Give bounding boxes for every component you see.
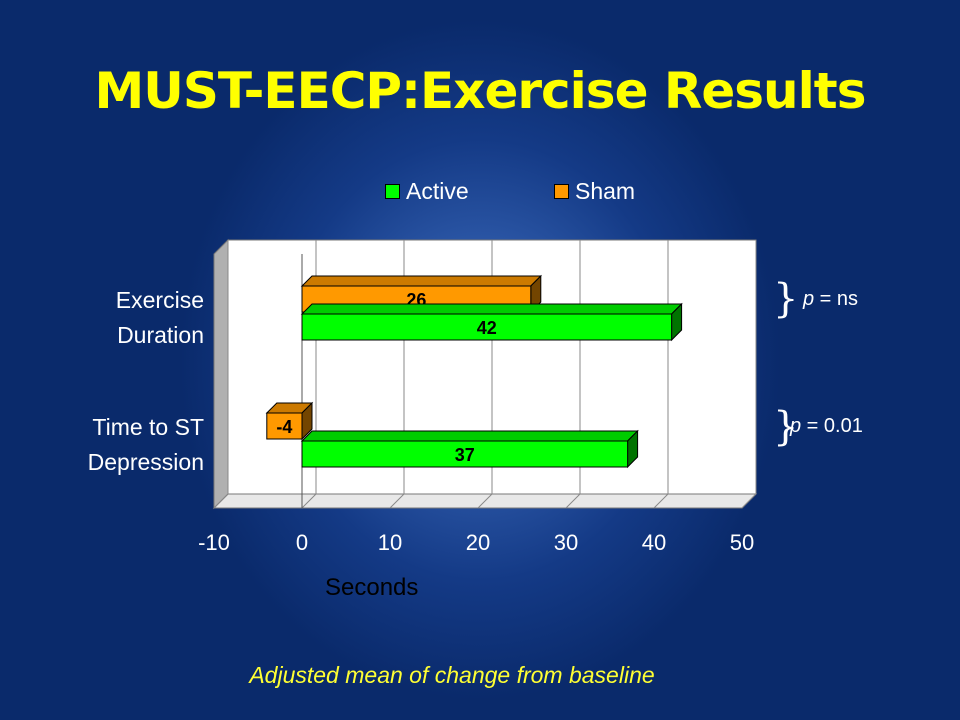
category-label-line: Depression: [87, 449, 204, 475]
p-symbol: p: [790, 415, 802, 437]
category-label-line: Exercise: [115, 287, 204, 313]
x-axis-title: Seconds: [325, 574, 419, 601]
legend-swatch-active: [385, 183, 400, 199]
bar-sham: [266, 412, 303, 440]
p-value-text: = 0.01: [801, 415, 863, 437]
gridline-floor: [653, 493, 669, 509]
bar-top-face: [300, 275, 543, 287]
gridline-floor: [301, 493, 317, 509]
bar-data-label: 37: [455, 445, 475, 465]
p-value-exercise-duration: p = ns: [803, 288, 858, 311]
brace-icon: }: [773, 276, 799, 322]
gridline-floor: [477, 493, 493, 509]
legend-item-active: Active: [385, 178, 469, 204]
category-label-exercise-duration: Exercise Duration: [116, 283, 204, 353]
gridline-floor: [741, 493, 757, 509]
gridline-floor: [213, 493, 229, 509]
x-tick-label: 30: [554, 530, 578, 555]
bar-top-face: [300, 430, 639, 442]
x-tick-label: 20: [466, 530, 490, 555]
brace-icon: }: [773, 404, 799, 450]
gridline-floor: [389, 493, 405, 509]
p-value-text: = ns: [814, 288, 859, 310]
category-label-time-to-st: Time to ST Depression: [88, 410, 204, 480]
legend-label-active: Active: [406, 177, 469, 204]
legend-item-sham: Sham: [554, 178, 635, 204]
legend-swatch-sham: [554, 183, 569, 199]
bar-data-label: 42: [477, 318, 497, 338]
x-tick-label: 40: [642, 530, 666, 555]
bar-active: [301, 440, 629, 468]
footnote: Adjusted mean of change from baseline: [249, 662, 655, 688]
bar-data-label: -4: [276, 417, 292, 437]
gridline-floor: [565, 493, 581, 509]
x-tick-label: 10: [378, 530, 402, 555]
x-tick-label: 0: [296, 530, 308, 555]
category-label-line: Duration: [117, 322, 204, 348]
plot-side-wall: [213, 238, 229, 510]
bar-active: [301, 313, 673, 341]
x-tick-label: -10: [198, 530, 230, 555]
p-value-time-to-st: p = 0.01: [790, 415, 863, 438]
p-symbol: p: [803, 288, 815, 310]
slide-title: MUST-EECP:Exercise Results: [94, 62, 867, 120]
category-label-line: Time to ST: [92, 414, 204, 440]
bar-top-face: [300, 303, 683, 315]
legend-label-sham: Sham: [575, 177, 636, 204]
x-tick-label: 50: [730, 530, 754, 555]
